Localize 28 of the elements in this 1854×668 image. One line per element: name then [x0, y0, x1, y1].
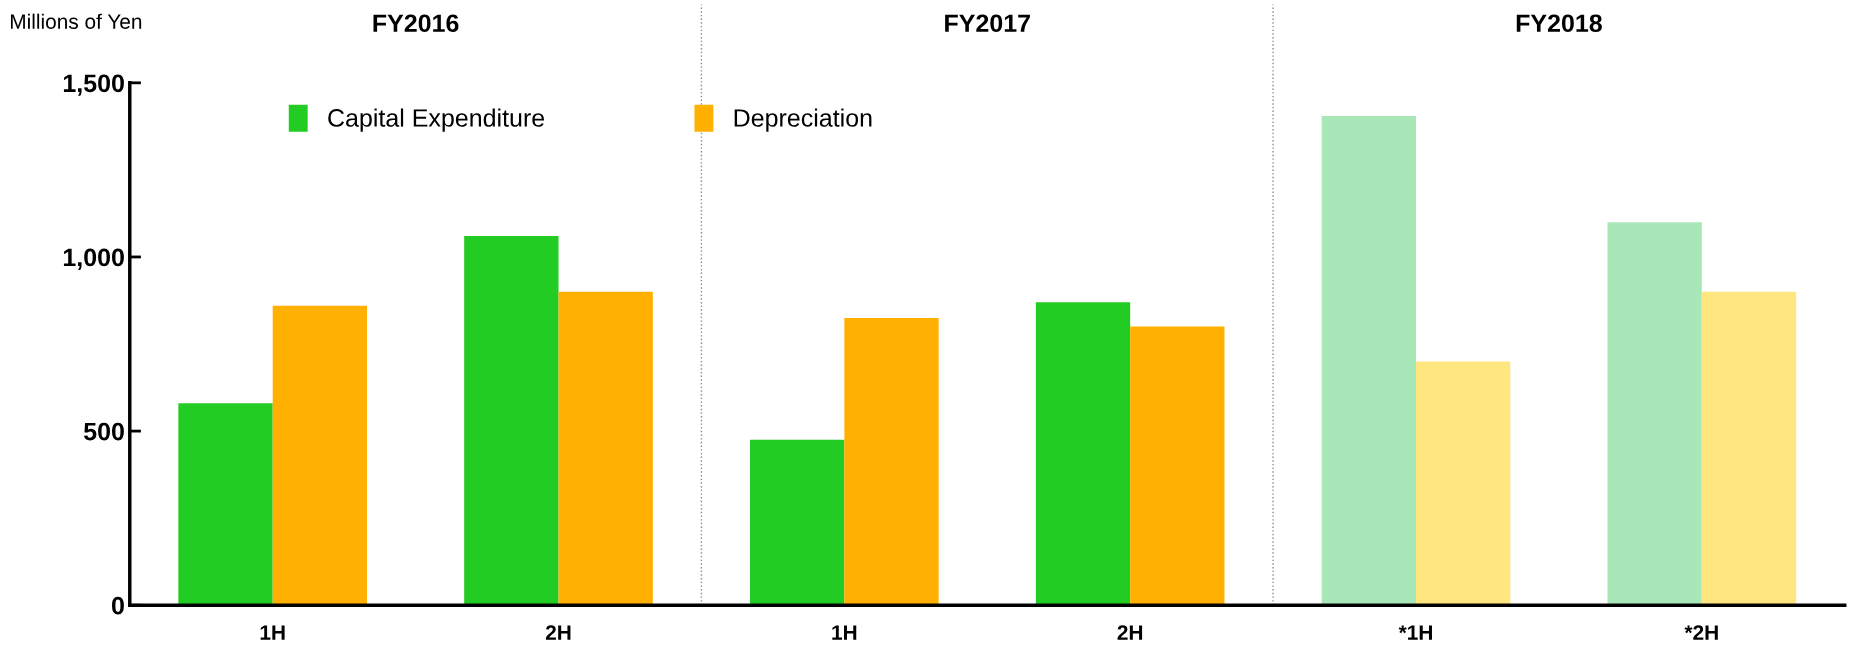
bar: [750, 439, 845, 606]
legend-label: Depreciation: [734, 108, 872, 132]
bar: [1321, 115, 1416, 606]
x-tick-label: 2H: [1117, 625, 1143, 640]
x-tick-label: 2H: [545, 625, 571, 640]
bar: [464, 236, 559, 606]
bar: [1607, 222, 1702, 606]
y-axis-title: Millions of Yen: [10, 13, 142, 29]
text: FY2018: [1516, 14, 1602, 33]
bar: [1415, 361, 1511, 606]
bar: [272, 305, 368, 606]
x-tick-label: 1H: [260, 625, 285, 640]
bar: [1035, 302, 1131, 606]
text: FY2017: [945, 14, 1030, 33]
bar: [558, 291, 653, 606]
y-tick-label: 1,500: [63, 74, 124, 96]
bar: [178, 403, 273, 606]
legend-label: Capital Expenditure: [328, 108, 545, 132]
x-tick-label: 1H: [832, 625, 857, 640]
x-tick-label: *1H: [1398, 625, 1432, 640]
x-tick-label: *2H: [1684, 625, 1718, 640]
bar: [844, 317, 939, 606]
y-tick-label: 0: [112, 596, 124, 615]
y-tick-label: 1,000: [63, 248, 124, 270]
y-tick-label: 500: [83, 422, 124, 441]
bar: [1130, 326, 1225, 606]
bar: [1701, 291, 1797, 606]
text: FY2016: [373, 14, 459, 33]
